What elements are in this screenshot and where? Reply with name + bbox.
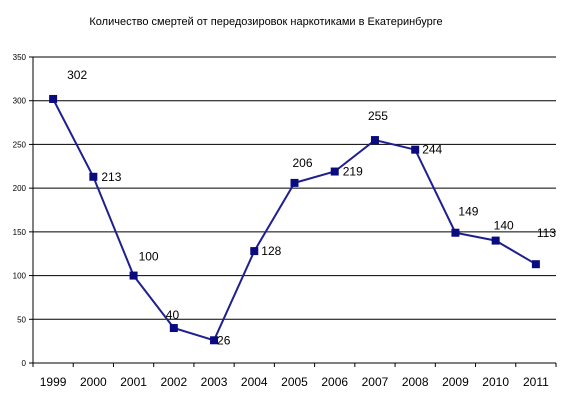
data-label: 100 (139, 250, 159, 264)
x-tick-label: 2008 (402, 375, 429, 389)
y-tick-labels: 0 50 100 150 200 250 300 350 (13, 53, 27, 368)
data-label: 149 (458, 205, 478, 219)
x-tick-labels: 1999 2000 2001 2002 2003 2004 2005 2006 2007 2008… (40, 375, 549, 389)
data-point (370, 136, 379, 145)
chart-title: Количество смертей от передозировок нарк… (89, 16, 442, 28)
y-tick-label: 50 (17, 315, 26, 324)
x-tick-label: 2007 (362, 375, 389, 389)
data-point (49, 94, 58, 103)
data-label: 213 (101, 170, 121, 184)
data-label: 128 (261, 244, 281, 258)
data-label: 40 (166, 308, 180, 322)
x-tick-label: 2006 (321, 375, 348, 389)
data-point (210, 336, 219, 345)
data-label: 113 (537, 226, 556, 240)
data-label: 302 (67, 68, 87, 82)
data-point (250, 247, 259, 256)
x-tick-label: 2000 (80, 375, 107, 389)
data-point (89, 172, 98, 181)
data-point (129, 271, 138, 280)
x-tick-label: 2011 (523, 375, 549, 389)
data-point (491, 236, 500, 245)
axes (32, 57, 557, 367)
x-tick-label: 1999 (40, 375, 67, 389)
series-line (52, 98, 537, 342)
data-point (451, 228, 460, 237)
data-label: 26 (217, 333, 231, 347)
data-label: 244 (422, 143, 442, 157)
y-tick-label: 200 (13, 184, 27, 193)
data-labels: 302 213 100 40 26 128 206 219 255 244 149 140 113 (67, 68, 556, 347)
data-point (330, 167, 339, 176)
y-tick-label: 300 (13, 97, 27, 106)
y-tick-label: 100 (13, 272, 27, 281)
y-tick-label: 150 (13, 228, 27, 237)
data-label: 140 (494, 219, 514, 233)
x-tick-label: 2005 (281, 375, 308, 389)
x-tick-label: 2009 (442, 375, 469, 389)
data-point (411, 145, 420, 154)
data-point (290, 178, 299, 187)
data-markers (49, 94, 540, 345)
x-tick-label: 2001 (120, 375, 147, 389)
x-tick-label: 2004 (241, 375, 268, 389)
y-tick-label: 0 (22, 359, 27, 368)
data-point (531, 260, 540, 269)
x-tick-label: 2003 (201, 375, 228, 389)
y-tick-label: 250 (13, 140, 27, 149)
x-tick-label: 2002 (160, 375, 187, 389)
data-label: 255 (368, 109, 388, 123)
data-label: 219 (343, 165, 363, 179)
gridlines (29, 56, 556, 364)
data-label: 206 (293, 156, 313, 170)
data-point (169, 324, 178, 333)
y-tick-label: 350 (13, 53, 27, 62)
x-tick-label: 2010 (482, 375, 509, 389)
